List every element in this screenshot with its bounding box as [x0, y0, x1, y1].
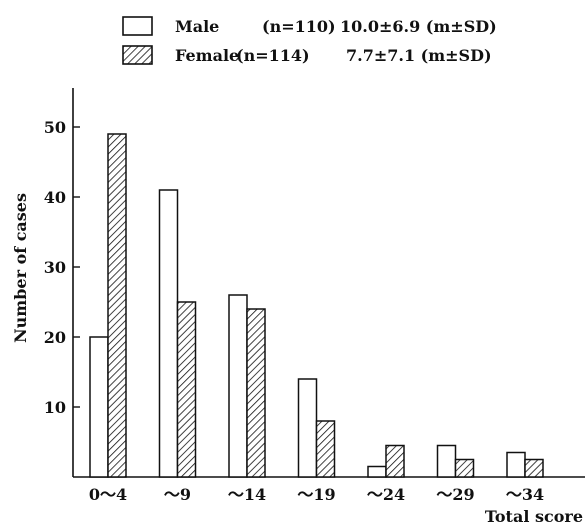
x-tick-label: ～19 — [297, 485, 335, 504]
y-tick-label: 50 — [44, 118, 66, 137]
legend-stat-male: 10.0±6.9 (m±SD) — [340, 17, 497, 36]
x-axis-label: Total score — [485, 507, 583, 526]
y-ticks: 10 20 30 40 50 — [44, 118, 80, 417]
y-tick-label: 20 — [44, 328, 66, 347]
y-tick-label: 40 — [44, 188, 66, 207]
x-tick-label: ～24 — [367, 485, 405, 504]
bar-female — [176, 301, 197, 478]
x-tick-label: 0～4 — [89, 485, 127, 504]
bar-female — [454, 458, 475, 478]
bar-male — [367, 465, 387, 478]
x-tick-label: ～34 — [506, 485, 544, 504]
legend-n-female: (n=114) — [236, 46, 310, 65]
bar-female — [246, 308, 266, 478]
x-ticks: 0～4 ～9 ～14 ～19 ～24 ～29 ～34 — [89, 485, 544, 504]
legend-swatch-female — [122, 45, 153, 65]
bar-male — [228, 294, 248, 478]
y-axis-label: Number of cases — [11, 193, 30, 343]
bar-male — [436, 444, 457, 478]
bar-male — [89, 336, 109, 478]
bar-male — [158, 189, 179, 478]
legend-label-female: Female — [175, 46, 239, 65]
bar-male — [506, 451, 526, 478]
legend-n-male: (n=110) — [262, 17, 336, 36]
y-tick-label: 30 — [44, 258, 66, 277]
y-tick-label: 10 — [44, 398, 66, 417]
legend-stat-female: 7.7±7.1 (m±SD) — [346, 46, 492, 65]
legend: Male (n=110) 10.0±6.9 (m±SD) Female (n=1… — [122, 16, 497, 65]
x-tick-label: ～14 — [228, 485, 266, 504]
x-tick-label: ～29 — [436, 485, 474, 504]
bar-female — [385, 444, 405, 478]
bar-male — [297, 378, 318, 478]
bar-female — [524, 458, 544, 478]
x-tick-label: ～9 — [164, 485, 191, 504]
bar-female — [107, 133, 127, 478]
legend-swatch-male — [122, 16, 153, 36]
bars — [89, 133, 544, 478]
legend-label-male: Male — [175, 17, 219, 36]
bar-female — [315, 420, 336, 478]
